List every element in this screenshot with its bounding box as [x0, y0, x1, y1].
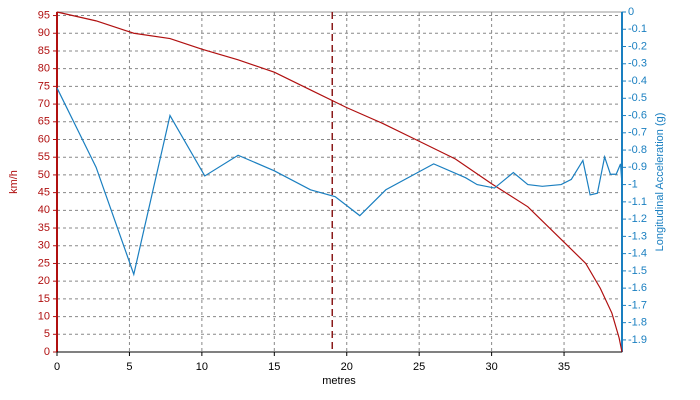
x-axis-label: metres [322, 375, 356, 387]
y-tick-label: 45 [38, 187, 50, 199]
y2-tick-label: -1.1 [628, 196, 647, 208]
y2-tick-label: -1.8 [628, 317, 647, 329]
y-axis-label: km/h [8, 170, 20, 194]
y-tick-label: 65 [38, 116, 50, 128]
y-tick-label: 60 [38, 133, 50, 145]
y-tick-label: 70 [38, 98, 50, 110]
y-tick-label: 5 [44, 328, 50, 340]
y-tick-label: 40 [38, 204, 50, 216]
x-tick-label: 25 [413, 361, 425, 373]
x-tick-label: 10 [196, 361, 208, 373]
y2-tick-label: -1 [628, 178, 638, 190]
x-tick-label: 15 [268, 361, 280, 373]
y-tick-label: 50 [38, 169, 50, 181]
series-line [56, 87, 623, 277]
y-tick-label: 85 [38, 45, 50, 57]
y-tick-label: 95 [38, 9, 50, 21]
y-tick-label: 15 [38, 293, 50, 305]
y-tick-label: 30 [38, 240, 50, 252]
y2-tick-label: -0.2 [628, 40, 647, 52]
y-tick-label: 25 [38, 257, 50, 269]
y-tick-label: 55 [38, 151, 50, 163]
y2-tick-label: -1.9 [628, 334, 647, 346]
plot-area [56, 11, 623, 353]
y2-tick-label: -1.7 [628, 299, 647, 311]
y2-axis-label: Longitudinal Acceleration (g) [654, 113, 666, 252]
x-tick-label: 0 [54, 361, 60, 373]
y2-tick-label: -0.5 [628, 92, 647, 104]
x-tick-label: 20 [341, 361, 353, 373]
y-tick-label: 35 [38, 222, 50, 234]
y2-tick-label: -1.4 [628, 248, 647, 260]
y2-tick-label: -1.5 [628, 265, 647, 277]
y2-tick-label: -0.1 [628, 23, 647, 35]
y2-tick-label: -1.6 [628, 282, 647, 294]
series-line [56, 11, 623, 353]
y2-tick-label: -0.6 [628, 109, 647, 121]
x-tick-label: 30 [485, 361, 497, 373]
y-tick-label: 10 [38, 310, 50, 322]
y2-tick-label: -0.7 [628, 127, 647, 139]
y-tick-label: 20 [38, 275, 50, 287]
y-tick-label: 75 [38, 80, 50, 92]
y-tick-label: 0 [44, 346, 50, 358]
y2-tick-label: -0.3 [628, 58, 647, 70]
y2-tick-label: 0 [628, 6, 634, 18]
y-tick-label: 80 [38, 63, 50, 75]
y2-tick-label: -1.3 [628, 230, 647, 242]
y2-tick-label: -0.9 [628, 161, 647, 173]
x-tick-label: 5 [126, 361, 132, 373]
y2-tick-label: -0.4 [628, 75, 647, 87]
y-tick-label: 90 [38, 27, 50, 39]
y2-tick-label: -0.8 [628, 144, 647, 156]
y2-tick-label: -1.2 [628, 213, 647, 225]
x-tick-label: 35 [558, 361, 570, 373]
